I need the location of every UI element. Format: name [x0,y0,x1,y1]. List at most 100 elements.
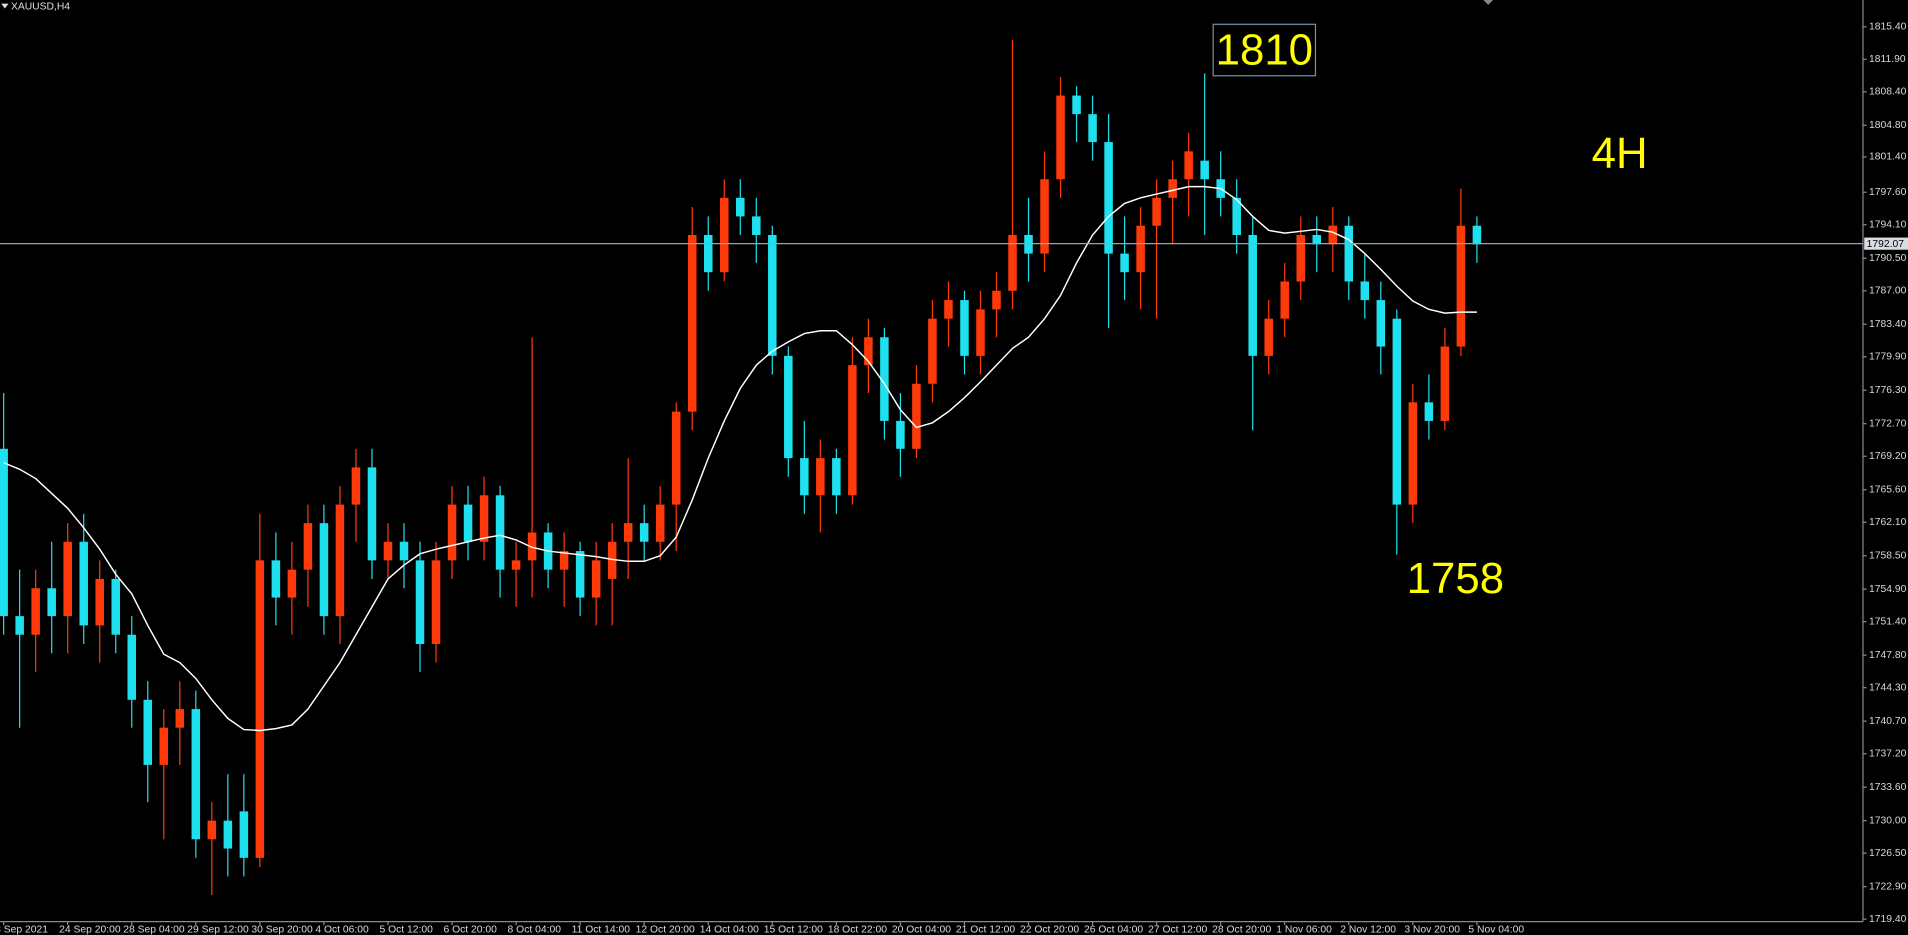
candle-body [255,560,265,858]
candle-body [0,448,8,617]
y-tick-label: 1758.50 [1869,550,1907,561]
candle-body [784,355,793,459]
candle-body [800,458,809,496]
x-tick-label: 20 Oct 04:00 [892,925,951,935]
y-tick-label: 1737.20 [1869,748,1907,759]
y-tick-label: 1744.30 [1869,682,1907,693]
x-tick-label: 21 Oct 12:00 [956,925,1015,935]
candle-body [1072,95,1081,115]
x-tick-label: 3 Nov 20:00 [1404,925,1460,935]
candle-body [639,523,649,542]
candle-body [143,699,153,765]
y-tick-label: 1815.40 [1869,22,1907,33]
candle-body [319,523,329,617]
candle-body [559,551,569,570]
candle-body [95,578,104,626]
candle-body [720,197,729,273]
current-price-box [1864,237,1908,250]
candle-body [1248,235,1257,356]
x-tick-label: 1 Nov 06:00 [1276,925,1332,935]
candle-body [287,569,297,598]
candle-body [1264,318,1273,356]
candle-body [928,318,937,384]
candle-body [1232,197,1241,236]
candle-body [495,495,505,570]
candle-body [1088,114,1097,143]
x-tick-label: 24 Sep 20:00 [59,925,121,935]
candle-body [271,560,281,598]
x-tick-label: 3 Sep 2021 [0,925,48,935]
candle-body [1120,253,1129,273]
candle-body [415,560,425,645]
candle-body [768,235,777,356]
candle-body [47,588,56,617]
candle-body [383,541,393,561]
annotation: 1810 [1216,26,1313,75]
candle-body [1024,235,1033,254]
menu-triangle [1,3,9,9]
candle-body [848,365,857,496]
candle-body [1408,402,1418,505]
candle-body [864,337,873,366]
x-tick-label: 29 Sep 12:00 [187,925,249,935]
candle-body [896,420,905,449]
y-tick-label: 1751.40 [1869,616,1907,627]
y-tick-label: 1797.60 [1869,187,1907,198]
y-tick-label: 1787.00 [1869,286,1907,297]
candle-body [575,551,585,598]
candle-body [191,709,201,840]
candle-body [880,337,889,421]
candle-body [736,197,745,217]
candle-body [1328,225,1338,245]
y-tick-label: 1722.90 [1869,881,1907,892]
candle-body [351,467,361,505]
candle-body [223,820,233,849]
candle-body [623,523,633,542]
candle-body [1280,281,1289,319]
y-tick-label: 1794.10 [1869,220,1907,231]
candle-body [671,411,681,505]
candle-body [1344,225,1354,282]
candle-body [607,541,617,579]
candle-body [1040,179,1049,254]
x-tick-label: 26 Oct 04:00 [1084,925,1143,935]
x-tick-label: 5 Oct 12:00 [379,925,433,935]
candle-body [1360,281,1370,301]
candle-body [15,616,24,635]
candle-body [1136,225,1145,273]
x-tick-label: 11 Oct 14:00 [572,925,631,935]
y-tick-label: 1811.90 [1869,54,1906,65]
y-tick-label: 1762.10 [1869,517,1907,528]
candle-body [1472,225,1482,245]
candle-body [63,541,72,617]
candle-body [912,383,921,449]
y-tick-label: 1740.70 [1869,716,1907,727]
candle-body [1456,225,1466,347]
candle-body [1184,151,1193,180]
x-tick-label: 8 Oct 04:00 [508,925,562,935]
x-tick-label: 15 Oct 12:00 [764,925,823,935]
shift-marker [1483,0,1494,5]
y-tick-label: 1747.80 [1869,650,1907,661]
candle-body [655,504,665,542]
candle-body [527,532,537,561]
candle-body [1296,235,1306,282]
y-tick-label: 1730.00 [1869,815,1907,826]
y-tick-label: 1776.30 [1869,385,1907,396]
y-tick-label: 1801.40 [1869,152,1907,163]
candle-body [399,541,409,561]
candle-body [1168,179,1177,198]
candle-body [207,820,217,840]
y-tick-label: 1772.70 [1869,418,1907,429]
candle-body [1200,160,1209,180]
x-tick-label: 22 Oct 20:00 [1020,925,1079,935]
candle-body [1152,197,1161,226]
x-tick-label: 2 Nov 12:00 [1340,925,1396,935]
candle-body [687,235,697,412]
candle-body [447,504,457,561]
candle-body [816,458,825,496]
x-tick-label: 27 Oct 12:00 [1148,925,1207,935]
candle-body [1104,142,1113,254]
candle-body [111,578,121,635]
